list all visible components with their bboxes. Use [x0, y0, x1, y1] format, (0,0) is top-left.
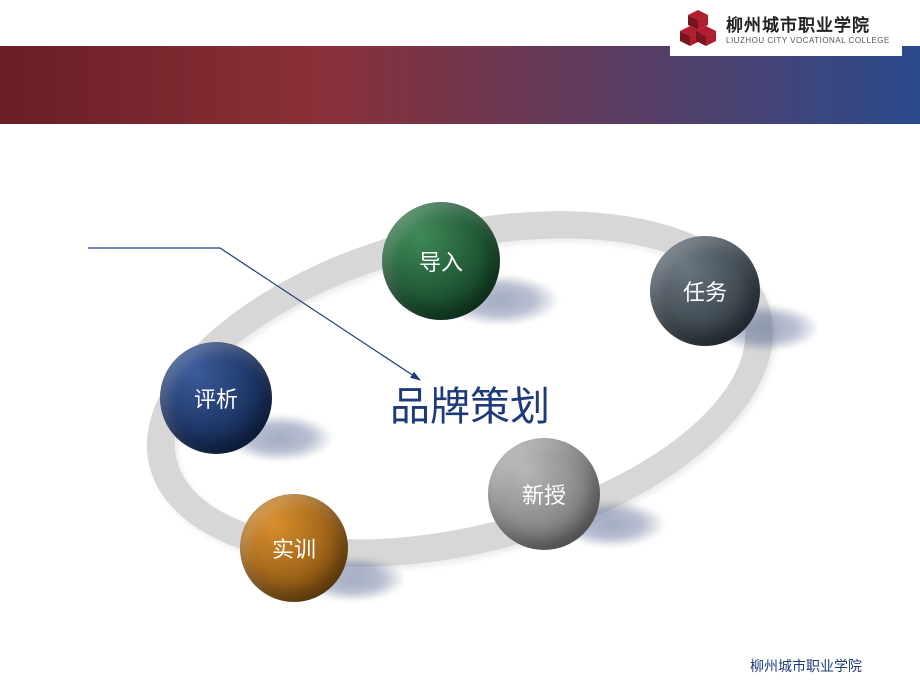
- diagram-node: 评析: [160, 342, 272, 454]
- diagram-stage: 品牌策划 导入任务新授实训 评析: [0, 124, 920, 644]
- node-label: 实训: [272, 532, 316, 564]
- college-logo: 柳州城市职业学院 LIUZHOU CITY VOCATIONAL COLLEGE: [670, 0, 902, 56]
- logo-sub-text: LIUZHOU CITY VOCATIONAL COLLEGE: [726, 36, 890, 45]
- footer-text: 柳州城市职业学院: [750, 656, 862, 676]
- diagram-node: 新授: [488, 438, 600, 550]
- diagram-node: 任务: [650, 236, 760, 346]
- diagram-node: 导入: [382, 202, 500, 320]
- header-gradient-band: [0, 46, 920, 124]
- logo-main-text: 柳州城市职业学院: [726, 11, 890, 36]
- logo-text: 柳州城市职业学院 LIUZHOU CITY VOCATIONAL COLLEGE: [726, 11, 890, 45]
- logo-cube-icon: [678, 8, 718, 48]
- node-label: 新授: [522, 478, 566, 510]
- node-label: 任务: [683, 275, 727, 307]
- center-title: 品牌策划: [390, 374, 550, 432]
- diagram-node: 实训: [240, 494, 348, 602]
- node-label: 评析: [194, 382, 238, 414]
- node-label: 导入: [419, 245, 463, 277]
